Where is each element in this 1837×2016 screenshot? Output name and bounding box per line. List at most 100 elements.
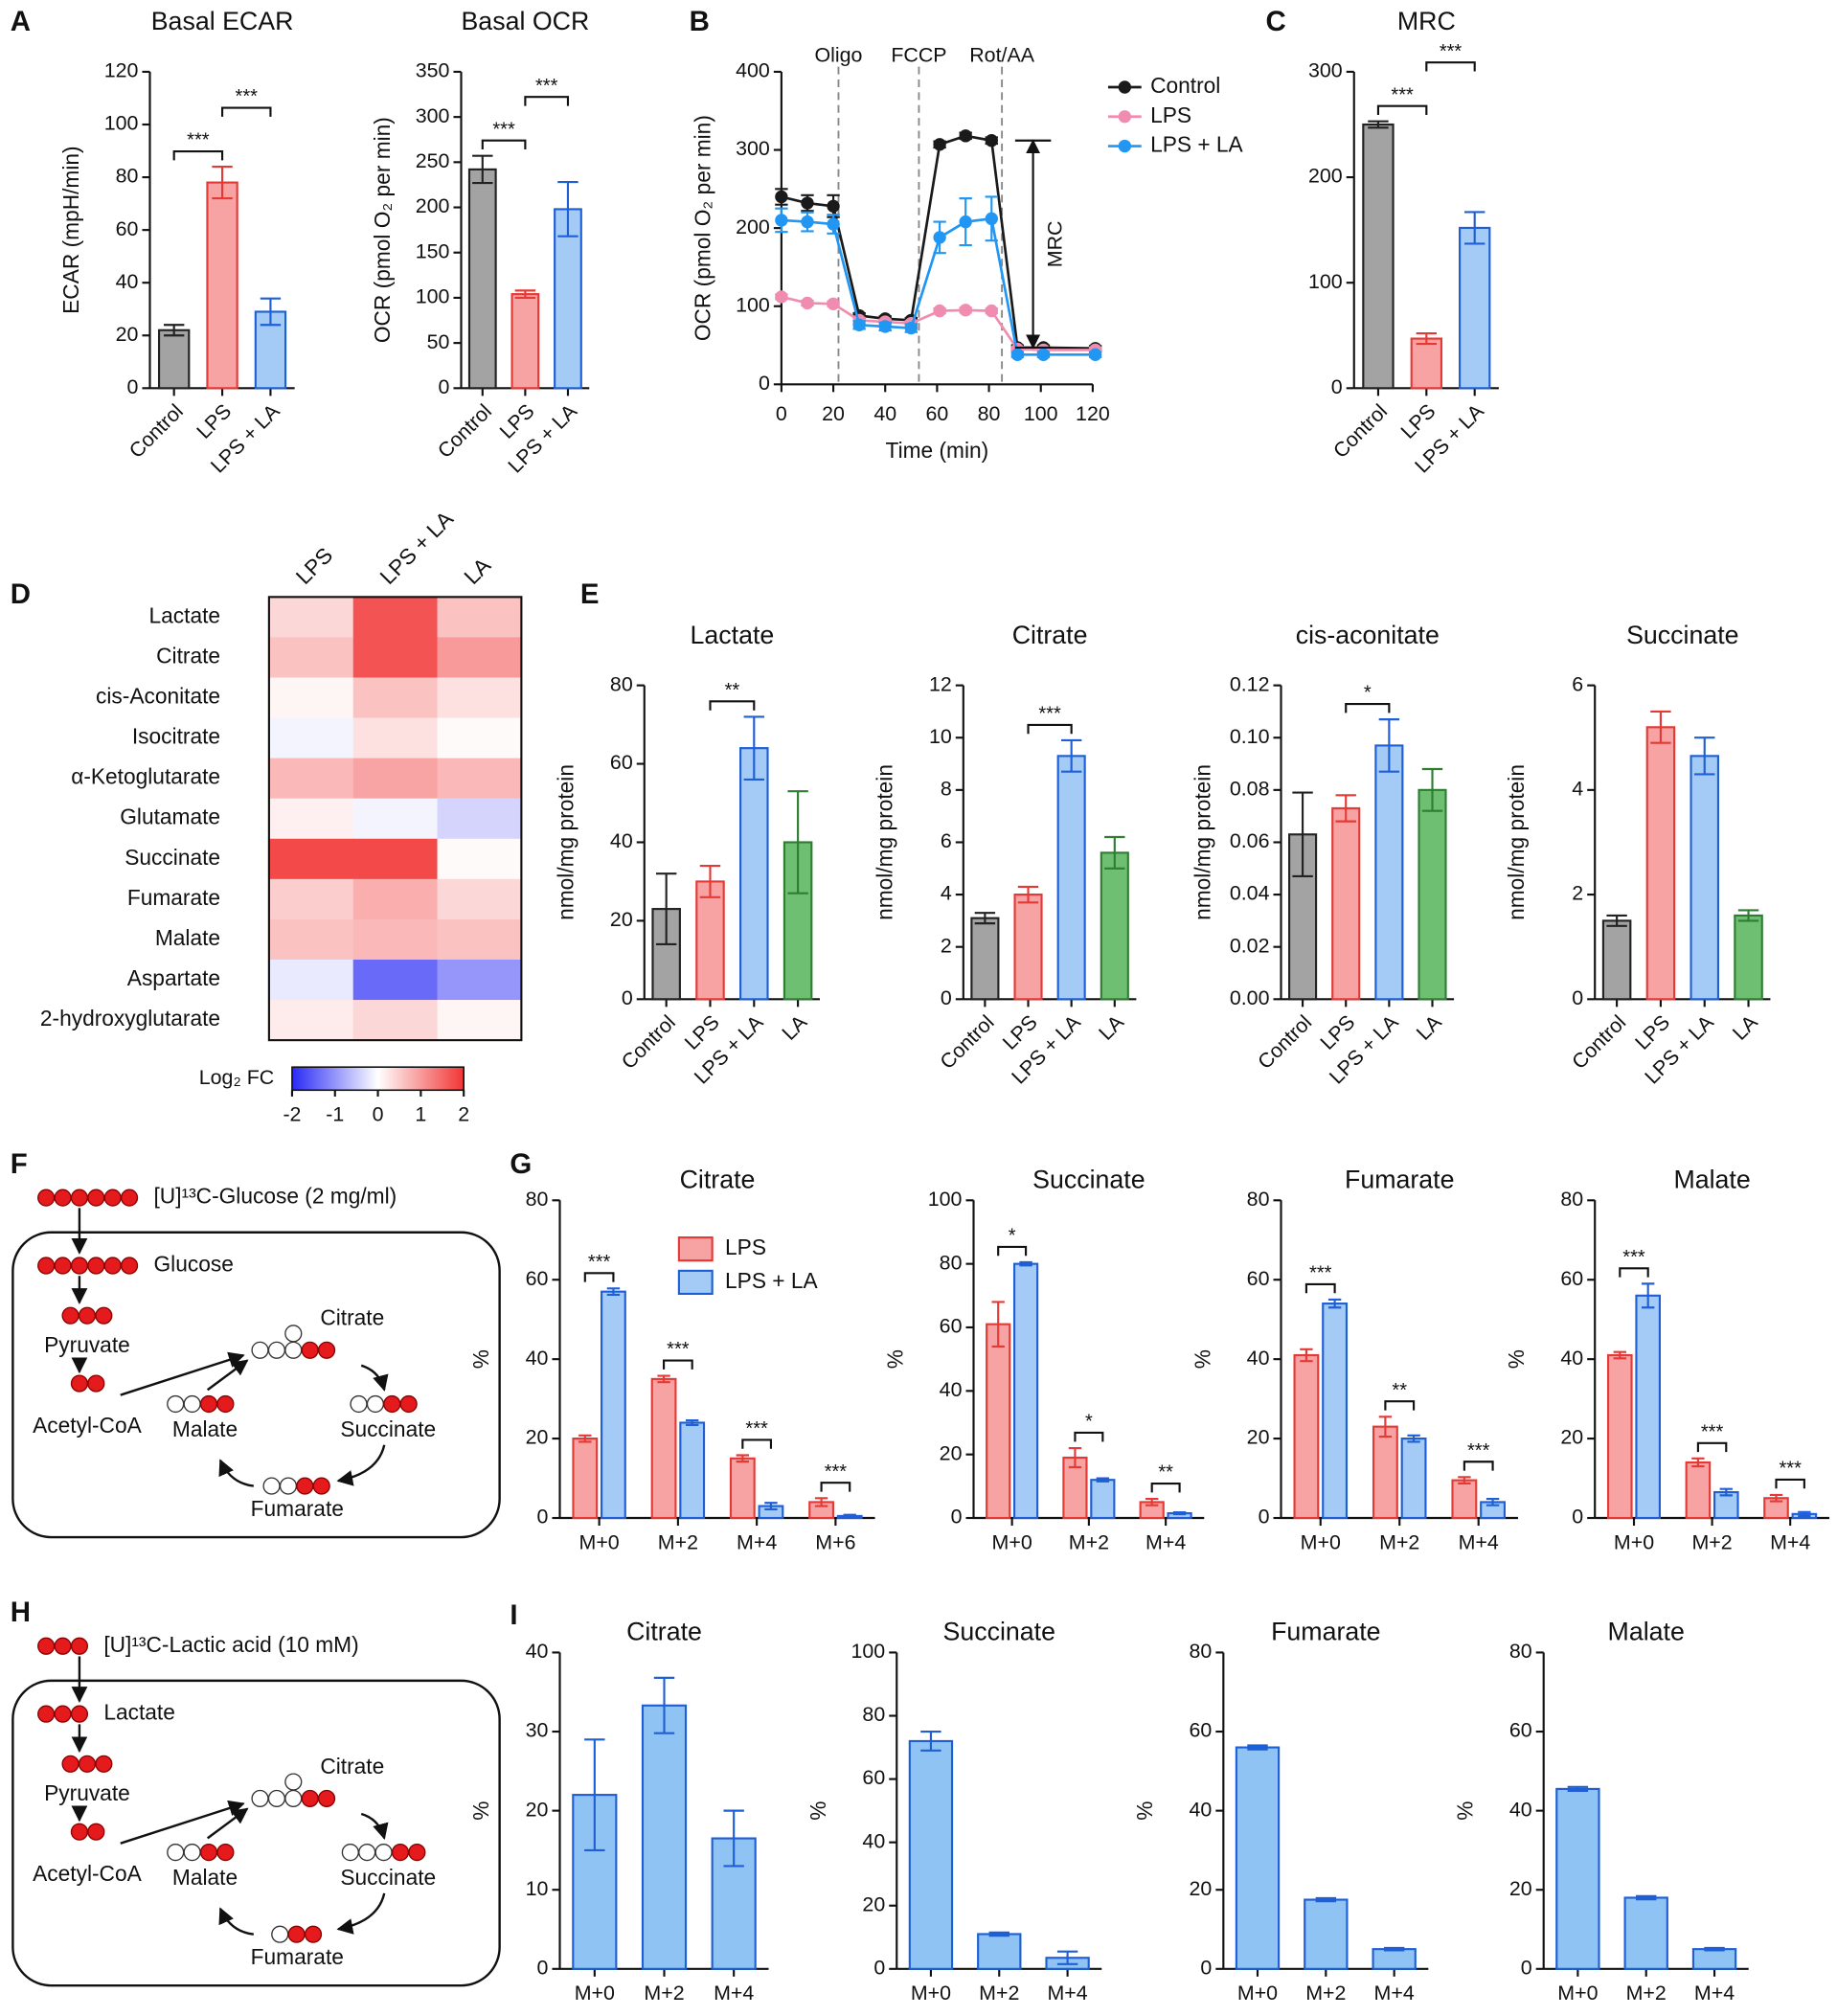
carbon-atom xyxy=(37,1705,56,1723)
y-tick-label: 0 xyxy=(537,1506,549,1529)
x-tick-label: M+0 xyxy=(1557,1982,1598,2005)
carbon-atom xyxy=(87,1374,105,1393)
y-tick-label: 40 xyxy=(940,1378,963,1401)
carbon-atom xyxy=(267,1341,285,1359)
error-bar xyxy=(685,1418,699,1427)
y-tick-label: 0 xyxy=(873,1956,885,1979)
y-tick-label: 80 xyxy=(1509,1640,1532,1663)
chart-title: Lactate xyxy=(691,621,775,649)
significance-label: *** xyxy=(745,1418,768,1439)
heatmap-cell xyxy=(352,918,439,961)
x-tick-label: M+4 xyxy=(1374,1982,1415,2005)
error-bar xyxy=(1017,885,1039,904)
bar xyxy=(1362,123,1395,390)
row-label: 2-hydroxyglutarate xyxy=(40,1006,220,1031)
error-bar xyxy=(260,297,282,327)
carbon-atom xyxy=(70,1823,89,1841)
y-tick-label: 100 xyxy=(1308,270,1343,293)
heatmap-cell xyxy=(437,878,523,920)
chart-title: Citrate xyxy=(1012,621,1088,649)
y-tick-label: 200 xyxy=(416,194,450,217)
y-tick-label: 0 xyxy=(1200,1956,1212,1979)
carbon-atom xyxy=(103,1257,122,1275)
row-label: Isocitrate xyxy=(132,724,220,749)
carbon-atom xyxy=(251,1789,269,1808)
carbon-atom xyxy=(304,1925,323,1943)
carbon-atom xyxy=(199,1844,218,1862)
bar xyxy=(1012,1262,1039,1520)
carbon-atom xyxy=(61,1755,79,1773)
significance-bracket xyxy=(1384,1400,1416,1411)
y-tick-label: 50 xyxy=(427,330,450,353)
arrow xyxy=(206,1807,249,1840)
heatmap-cell xyxy=(268,597,354,639)
bar xyxy=(1322,1302,1349,1520)
carbon-atom xyxy=(37,1189,56,1207)
error-bar xyxy=(1383,1946,1405,1952)
y-axis-label: nmol/mg protein xyxy=(554,764,578,920)
error-bar xyxy=(1019,1260,1032,1267)
node-label: Glucose xyxy=(154,1252,234,1277)
carbon-atom xyxy=(216,1394,235,1414)
bar xyxy=(908,1739,954,1970)
significance-bracket xyxy=(1345,703,1391,714)
x-tick-label: M+0 xyxy=(1614,1530,1654,1553)
y-axis-label: % xyxy=(468,1349,493,1369)
legend-label: LPS xyxy=(1150,102,1191,127)
x-tick-label: 120 xyxy=(1076,402,1110,425)
carbon-atom xyxy=(251,1341,269,1359)
error-bar xyxy=(606,1287,621,1297)
panel-letter: E xyxy=(580,578,600,610)
y-axis-label: % xyxy=(468,1801,493,1821)
y-tick-label: 0 xyxy=(1259,1506,1270,1529)
y-tick-label: 0 xyxy=(622,986,633,1009)
x-tick-label: M+4 xyxy=(1694,1982,1735,2005)
error-bar xyxy=(1292,791,1313,878)
carbon-atom xyxy=(350,1394,368,1414)
carbon-atom xyxy=(54,1705,72,1723)
bar xyxy=(1691,1948,1737,1970)
carbon-atom xyxy=(287,1925,306,1943)
row-label: Glutamate xyxy=(120,804,220,829)
bar xyxy=(1635,1294,1661,1520)
bar xyxy=(467,168,497,390)
arrow xyxy=(336,1892,386,1935)
legend-marker xyxy=(1118,110,1132,124)
bar xyxy=(1056,755,1086,1001)
y-tick-label: 20 xyxy=(1509,1877,1532,1900)
carbon-atom xyxy=(70,1257,89,1275)
data-point xyxy=(933,304,946,318)
chart-title: Basal OCR xyxy=(461,7,589,35)
arrow xyxy=(336,1444,386,1486)
carbon-atom xyxy=(284,1325,303,1343)
y-tick-label: 80 xyxy=(526,1188,549,1211)
error-bar xyxy=(1104,835,1125,870)
bar xyxy=(572,1438,599,1520)
x-tick-label: LA xyxy=(778,1010,812,1045)
error-bar xyxy=(1694,736,1715,776)
x-tick-label: 20 xyxy=(822,402,845,425)
y-tick-label: 40 xyxy=(1247,1347,1270,1370)
panel-letter: C xyxy=(1265,6,1285,37)
significance-label: *** xyxy=(825,1461,848,1483)
heatmap-cell xyxy=(268,798,354,840)
bar xyxy=(977,1933,1022,1970)
y-tick-label: 80 xyxy=(116,165,139,188)
significance-label: *** xyxy=(1038,704,1061,725)
y-axis-label: % xyxy=(1504,1349,1529,1369)
significance-bracket xyxy=(1027,723,1073,735)
heatmap-cell xyxy=(352,758,439,800)
carbon-atom xyxy=(183,1394,201,1414)
node-label: Pyruvate xyxy=(44,1780,130,1805)
colorbar-tick-label: 2 xyxy=(458,1103,469,1126)
carbon-atom xyxy=(317,1341,336,1359)
data-point xyxy=(878,320,892,333)
carbon-atom xyxy=(296,1477,314,1495)
error-bar xyxy=(1613,1350,1627,1360)
carbon-atom xyxy=(37,1637,56,1655)
y-tick-label: 30 xyxy=(526,1719,549,1742)
node-label: Fumarate xyxy=(251,1944,344,1969)
y-axis-label: % xyxy=(1452,1801,1477,1821)
colorbar-tick-label: 1 xyxy=(415,1103,426,1126)
data-point xyxy=(1088,348,1102,361)
